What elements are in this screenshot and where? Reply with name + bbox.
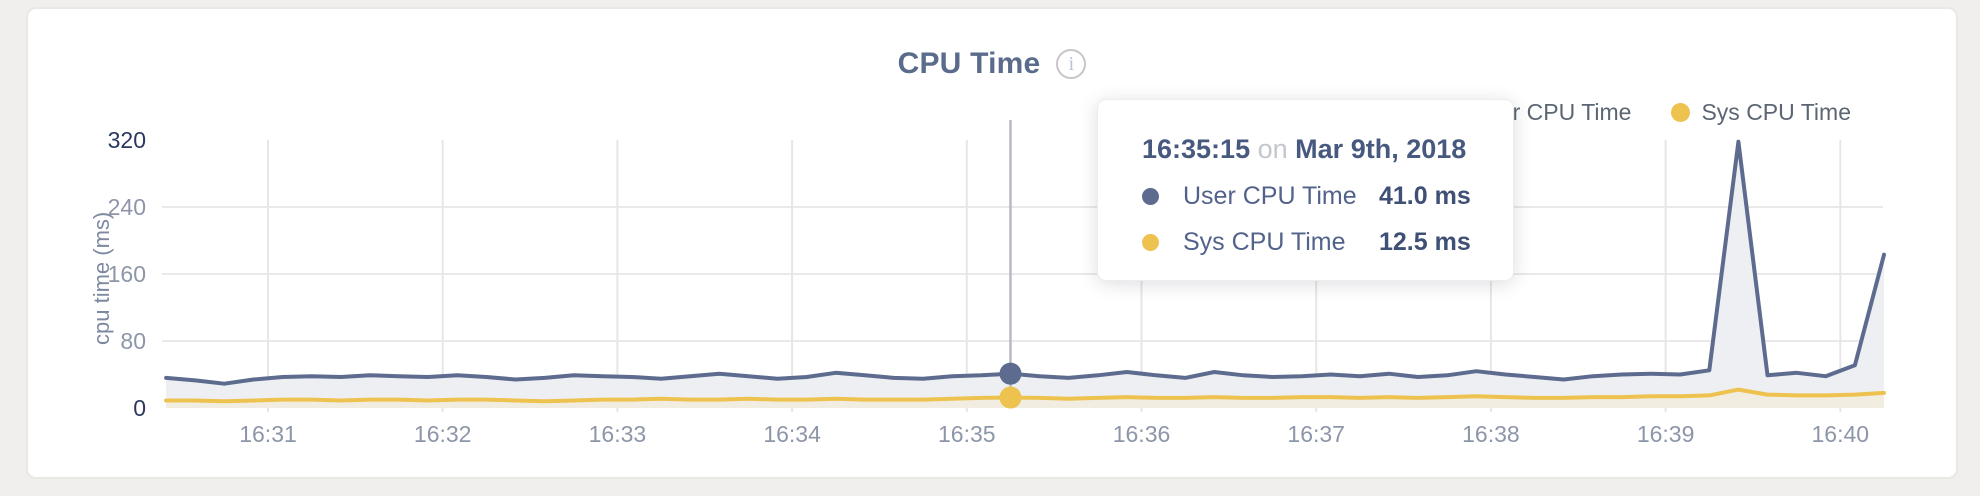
tooltip-series-value: 12.5 ms bbox=[1379, 228, 1471, 256]
chart-plot-area[interactable] bbox=[162, 116, 1886, 412]
x-tick-label: 16:38 bbox=[1462, 421, 1520, 447]
hover-tooltip: 16:35:15 on Mar 9th, 2018 User CPU Time … bbox=[1097, 99, 1514, 281]
user-cpu-line bbox=[164, 139, 1886, 386]
x-tick-label: 16:36 bbox=[1112, 421, 1171, 447]
tooltip-time: 16:35:15 bbox=[1142, 134, 1251, 164]
tooltip-series-value: 41.0 ms bbox=[1379, 182, 1471, 210]
tooltip-title: 16:35:15 on Mar 9th, 2018 bbox=[1142, 134, 1483, 165]
y-tick-label: 160 bbox=[107, 261, 146, 287]
x-tick-label: 16:34 bbox=[763, 421, 821, 447]
x-tick-label: 16:37 bbox=[1287, 421, 1345, 447]
tooltip-conjunction: on bbox=[1257, 134, 1288, 164]
x-tick-label: 16:40 bbox=[1811, 421, 1870, 447]
hover-point-sys[interactable] bbox=[999, 386, 1022, 409]
x-tick-label: 16:31 bbox=[239, 421, 297, 447]
y-tick-label: 80 bbox=[120, 328, 146, 354]
cpu-time-chart-card: CPU Time i User CPU Time Sys CPU Time cp… bbox=[26, 7, 1958, 479]
y-tick-label: 240 bbox=[107, 194, 146, 220]
tooltip-series-label: User CPU Time bbox=[1183, 182, 1357, 210]
y-tick-label: 320 bbox=[107, 127, 146, 153]
user-series-dot-icon bbox=[1142, 188, 1159, 205]
tooltip-row-user: User CPU Time 41.0 ms bbox=[1142, 182, 1483, 211]
chart-header: CPU Time i bbox=[28, 47, 1956, 81]
y-tick-label: 0 bbox=[133, 395, 146, 421]
legend-label: Sys CPU Time bbox=[1701, 99, 1851, 125]
info-icon[interactable]: i bbox=[1056, 49, 1087, 79]
sys-series-dot-icon bbox=[1142, 234, 1159, 251]
x-tick-label: 16:35 bbox=[938, 421, 996, 447]
tooltip-date: Mar 9th, 2018 bbox=[1295, 134, 1467, 164]
x-tick-label: 16:33 bbox=[588, 421, 647, 447]
tooltip-series-label: Sys CPU Time bbox=[1183, 228, 1346, 256]
legend-item-sys-cpu-time[interactable]: Sys CPU Time bbox=[1671, 99, 1851, 126]
x-tick-label: 16:32 bbox=[413, 421, 472, 447]
x-tick-label: 16:39 bbox=[1636, 421, 1695, 447]
sys-cpu-line bbox=[164, 387, 1886, 404]
user-cpu-area bbox=[166, 141, 1885, 408]
tooltip-row-sys: Sys CPU Time 12.5 ms bbox=[1142, 228, 1483, 257]
chart-title: CPU Time bbox=[897, 47, 1041, 80]
sys-series-dot-icon bbox=[1671, 103, 1691, 122]
hover-point-user[interactable] bbox=[999, 362, 1022, 385]
